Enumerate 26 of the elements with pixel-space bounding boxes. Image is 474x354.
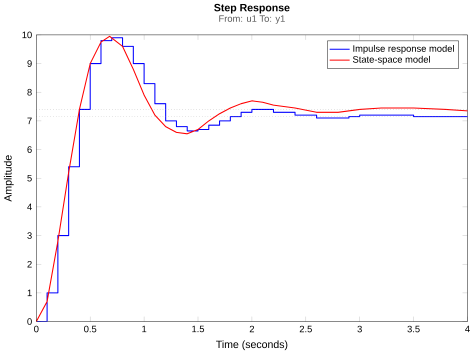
y-tick-label: 3	[27, 232, 32, 239]
x-tick-label: 1.5	[192, 326, 204, 332]
x-tick-label: 2.5	[300, 326, 312, 332]
y-axis-title: Amplitude	[4, 155, 14, 202]
y-tick-label: 7	[27, 118, 32, 124]
chart-title: Step Response	[214, 4, 290, 14]
y-tick-label: 1	[28, 290, 32, 296]
x-tick-label: 1	[142, 326, 146, 332]
y-tick-label: 6	[27, 146, 32, 153]
x-tick-label: 4	[465, 326, 470, 332]
y-tick-label: 0	[27, 318, 32, 325]
y-tick-label: 10	[22, 32, 32, 38]
legend-label: Impulse response model	[353, 44, 454, 54]
x-tick-label: 2	[250, 326, 254, 332]
x-tick-label: 0.5	[84, 326, 96, 332]
legend-label: State-space model	[352, 56, 430, 65]
x-tick-label: 0	[34, 326, 39, 332]
x-axis-title: Time (seconds)	[216, 340, 288, 350]
y-tick-label: 5	[27, 174, 32, 182]
chart-subtitle: From: u1 To: y1	[219, 15, 285, 24]
x-tick-label: 3	[357, 326, 362, 332]
y-tick-label: 8	[27, 88, 32, 96]
y-tick-label: 2	[27, 260, 32, 268]
y-tick-label: 9	[27, 60, 32, 67]
y-tick-label: 4	[27, 204, 32, 210]
x-tick-label: 3.5	[407, 326, 420, 332]
